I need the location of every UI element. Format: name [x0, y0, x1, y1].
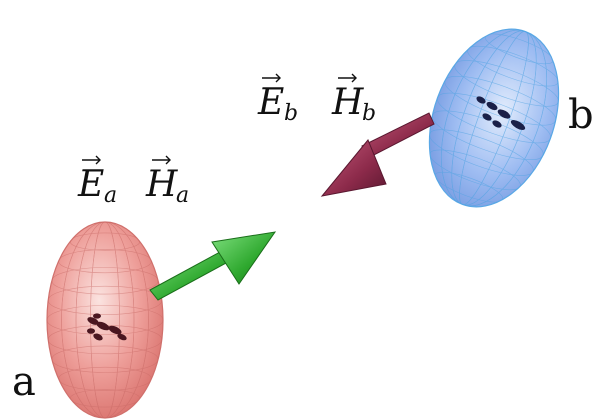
label-h-a: H	[145, 164, 178, 205]
field-labels-b: E b H b	[257, 73, 376, 126]
ellipsoid-b-spots	[476, 96, 526, 130]
particle-label-a: a	[12, 359, 36, 405]
field-labels-a: E a H a	[77, 155, 189, 208]
arrow-b	[320, 112, 435, 197]
label-h-a-sub: a	[176, 183, 189, 208]
label-h-b-sub: b	[362, 101, 376, 126]
label-e-b-sub: b	[284, 101, 298, 126]
ellipsoid-a	[46, 221, 164, 419]
label-e-a-sub: a	[104, 183, 117, 208]
label-e-b: E	[257, 82, 284, 123]
ellipsoid-b	[428, 28, 560, 208]
arrow-a	[149, 231, 277, 301]
particle-label-b: b	[568, 92, 594, 138]
ellipsoid-a-spots	[87, 313, 127, 341]
label-e-a: E	[77, 164, 104, 205]
label-h-b: H	[331, 82, 364, 123]
